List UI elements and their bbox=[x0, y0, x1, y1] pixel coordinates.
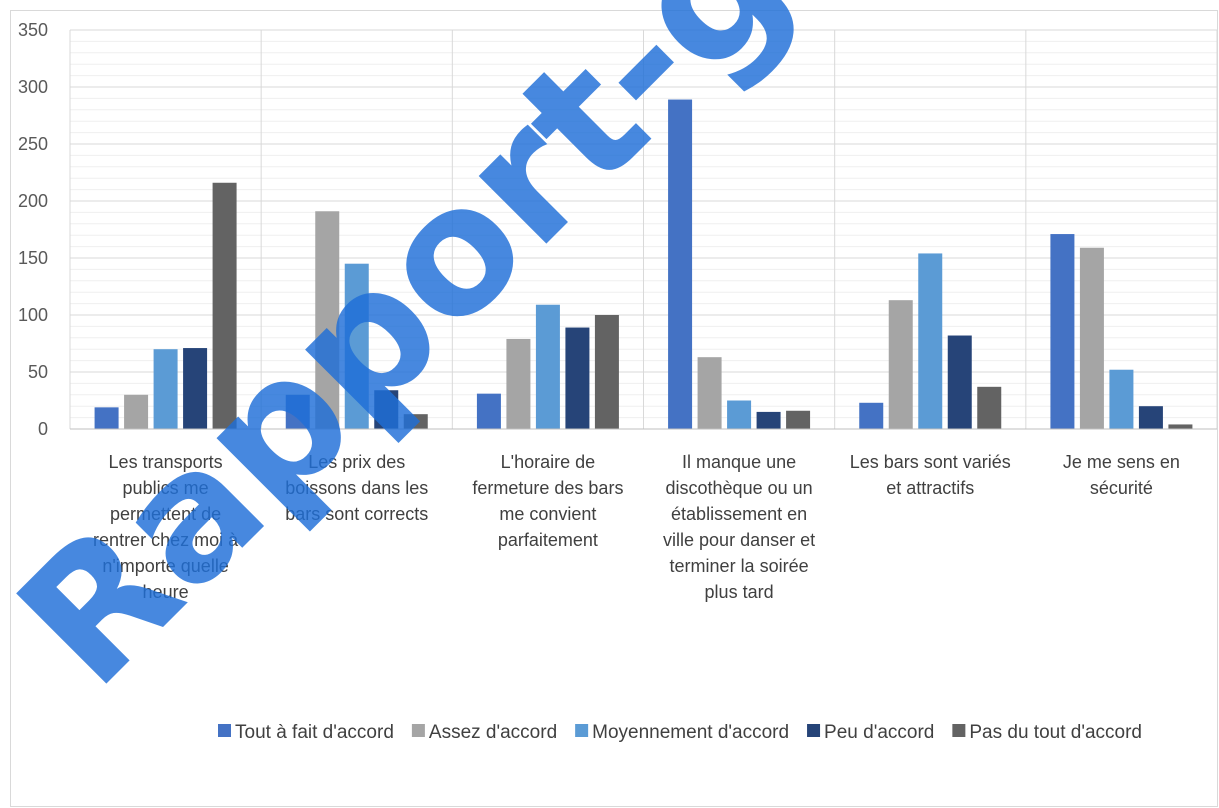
legend-label: Moyennement d'accord bbox=[592, 722, 789, 743]
bar bbox=[977, 386, 1002, 429]
category-label-line: permettent de bbox=[110, 504, 221, 524]
legend-label: Assez d'accord bbox=[429, 722, 557, 743]
category-label-line: fermeture des bars bbox=[472, 478, 623, 498]
bar bbox=[756, 411, 781, 429]
bar bbox=[94, 407, 119, 429]
bars bbox=[94, 99, 1193, 429]
category-label-line: heure bbox=[143, 582, 189, 602]
bar bbox=[565, 327, 590, 429]
gridlines bbox=[69, 29, 1218, 430]
bar bbox=[374, 390, 399, 429]
y-tick-label: 250 bbox=[18, 134, 48, 154]
legend-item: Pas du tout d'accord bbox=[952, 722, 1142, 743]
legend-swatch bbox=[218, 724, 231, 737]
category-label-line: me convient bbox=[499, 504, 596, 524]
bar bbox=[786, 410, 811, 429]
category-labels: Les transports publics me permettent de ren… bbox=[93, 452, 1180, 602]
bar bbox=[344, 263, 369, 429]
category-label-line: établissement en bbox=[671, 504, 807, 524]
category-label: Je me sens en sécurité bbox=[1063, 452, 1180, 498]
category-label-line: Je me sens en bbox=[1063, 452, 1180, 472]
legend-label: Pas du tout d'accord bbox=[969, 722, 1142, 743]
bar bbox=[403, 414, 428, 429]
bar bbox=[947, 335, 972, 429]
legend-label: Peu d'accord bbox=[824, 722, 934, 743]
category-label-line: publics me bbox=[123, 478, 209, 498]
y-tick-label: 100 bbox=[18, 305, 48, 325]
legend-item: Peu d'accord bbox=[807, 722, 934, 743]
legend-swatch bbox=[952, 724, 966, 737]
legend-item: Assez d'accord bbox=[411, 722, 557, 743]
category-label: L'horaire de fermeture des bars me convien… bbox=[472, 452, 623, 550]
bar bbox=[1109, 369, 1134, 429]
bar bbox=[183, 348, 208, 429]
y-tick-label: 50 bbox=[28, 362, 48, 382]
y-tick-label: 0 bbox=[38, 419, 48, 439]
bar bbox=[594, 315, 619, 429]
category-label-line: terminer la soirée bbox=[670, 556, 809, 576]
legend-label: Tout à fait d'accord bbox=[235, 722, 394, 743]
bar bbox=[315, 211, 340, 429]
legend-item: Tout à fait d'accord bbox=[218, 722, 394, 743]
category-label-line: boissons dans les bbox=[285, 478, 428, 498]
bar bbox=[285, 394, 310, 429]
y-tick-label: 150 bbox=[18, 248, 48, 268]
category-label-line: plus tard bbox=[705, 582, 774, 602]
legend: Tout à fait d'accord Assez d'accord Moyenn… bbox=[218, 722, 1142, 743]
category-label: Les bars sont variés et attractifs bbox=[850, 452, 1011, 498]
category-label-line: Les bars sont variés bbox=[850, 452, 1011, 472]
category-label-line: Les prix des bbox=[308, 452, 405, 472]
category-label: Il manque une discothèque ou un établissem… bbox=[663, 452, 815, 602]
y-tick-label: 200 bbox=[18, 191, 48, 211]
category-label-line: et attractifs bbox=[886, 478, 974, 498]
bar bbox=[506, 338, 531, 429]
legend-swatch bbox=[575, 724, 589, 737]
bar bbox=[918, 253, 943, 429]
category-label-line: bars sont corrects bbox=[285, 504, 428, 524]
bar bbox=[476, 393, 501, 429]
bar bbox=[153, 349, 178, 429]
category-label-line: Il manque une bbox=[682, 452, 796, 472]
category-label-line: rentrer chez moi à bbox=[93, 530, 239, 550]
bar bbox=[1168, 424, 1193, 429]
legend-item: Moyennement d'accord bbox=[575, 722, 789, 743]
bar bbox=[1138, 406, 1163, 429]
category-label-line: parfaitement bbox=[498, 530, 598, 550]
bar bbox=[859, 402, 884, 429]
bar bbox=[212, 182, 237, 429]
category-label-line: n'importe quelle bbox=[102, 556, 229, 576]
category-label-line: Les transports bbox=[109, 452, 223, 472]
category-label-line: sécurité bbox=[1090, 478, 1153, 498]
bar bbox=[888, 300, 913, 429]
y-tick-label: 350 bbox=[18, 20, 48, 40]
legend-swatch bbox=[411, 724, 425, 737]
bar bbox=[697, 357, 722, 429]
bar bbox=[1079, 247, 1104, 429]
y-axis-ticks: 0 50 100 150 200 250 300 350 bbox=[18, 20, 48, 439]
y-tick-label: 300 bbox=[18, 77, 48, 97]
bar bbox=[668, 99, 693, 429]
bar bbox=[535, 304, 560, 429]
category-label-line: discothèque ou un bbox=[666, 478, 813, 498]
category-label-line: L'horaire de bbox=[501, 452, 596, 472]
category-label: Les transports publics me permettent de ren… bbox=[93, 452, 239, 602]
bar bbox=[1050, 234, 1075, 429]
category-label: Les prix des boissons dans les bars sont c… bbox=[285, 452, 428, 524]
bar bbox=[124, 394, 149, 429]
legend-swatch bbox=[807, 724, 821, 737]
category-label-line: ville pour danser et bbox=[663, 530, 815, 550]
bar bbox=[727, 400, 752, 429]
